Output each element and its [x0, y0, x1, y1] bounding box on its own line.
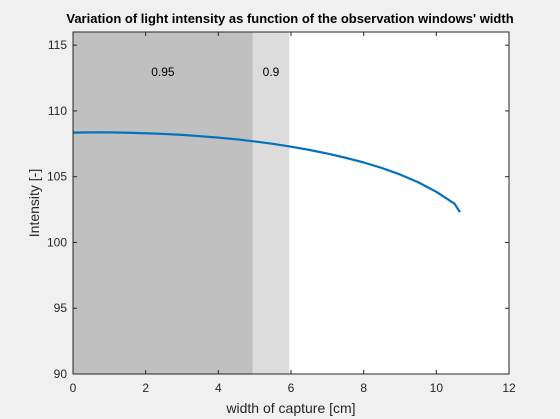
shaded-regions: 0.95 0.9 — [73, 32, 290, 374]
y-tick-label: 115 — [48, 38, 67, 52]
x-axis-label: width of capture [cm] — [225, 400, 355, 416]
x-tick-label: 10 — [430, 381, 444, 395]
region-label-0: 0.95 — [151, 65, 175, 79]
x-tick-label: 2 — [142, 381, 149, 395]
x-tick-label: 12 — [502, 381, 516, 395]
y-tick-label: 95 — [54, 301, 68, 315]
x-tick-label: 6 — [288, 381, 295, 395]
y-axis-label: Intensity [-] — [26, 169, 42, 237]
x-tick-label: 8 — [360, 381, 367, 395]
region-0 — [73, 32, 253, 374]
chart-title: Variation of light intensity as function… — [66, 11, 513, 26]
x-tick-label: 0 — [70, 381, 77, 395]
region-label-1: 0.9 — [263, 65, 280, 79]
y-tick-label: 110 — [48, 104, 67, 118]
y-tick-label: 105 — [47, 170, 67, 184]
series-line-0 — [72, 131, 461, 213]
region-1 — [252, 32, 290, 374]
x-axis-ticks: 0 2 4 6 8 10 12 — [70, 32, 516, 395]
x-tick-label: 4 — [215, 381, 222, 395]
series-layer — [72, 131, 461, 213]
y-axis-ticks: 90 95 100 105 110 115 — [47, 38, 509, 381]
y-tick-label: 90 — [54, 367, 68, 381]
y-tick-label: 100 — [47, 235, 67, 249]
